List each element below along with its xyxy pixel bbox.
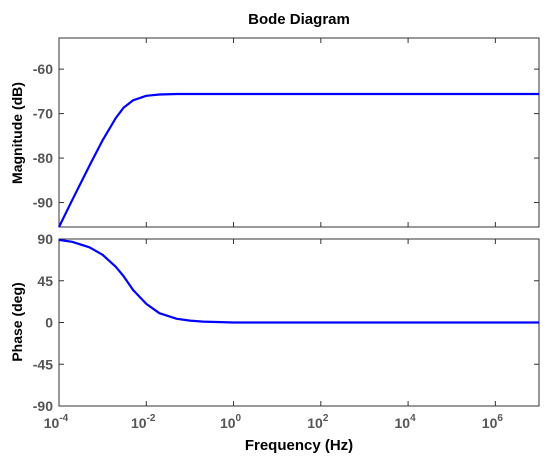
x-tick-label: 10-4 <box>44 413 69 431</box>
x-tick-label: 104 <box>395 413 417 431</box>
phase-y-axis-label: Phase (deg) <box>9 282 25 361</box>
x-tick-label: 106 <box>482 413 504 431</box>
magnitude-y-tick-label: -60 <box>33 61 53 77</box>
frequency-x-ticks: 10-4 10-2 100 102 104 106 <box>44 38 504 431</box>
magnitude-y-tick-label: -90 <box>33 195 53 211</box>
phase-series-line <box>58 238 539 324</box>
phase-y-tick-label: 90 <box>37 231 53 247</box>
magnitude-y-axis-label: Magnitude (dB) <box>9 82 25 184</box>
phase-y-tick-label: 0 <box>45 315 53 331</box>
phase-y-ticks: 90 45 0 -45 -90 <box>33 231 539 414</box>
phase-y-tick-label: -45 <box>33 356 53 372</box>
x-tick-label: 100 <box>220 413 242 431</box>
x-tick-label: 10-2 <box>131 413 156 431</box>
phase-y-tick-label: -90 <box>33 398 53 414</box>
magnitude-y-tick-label: -70 <box>33 106 53 122</box>
x-tick-label: 102 <box>307 413 329 431</box>
magnitude-axes-box <box>58 37 540 228</box>
magnitude-y-ticks: -60 -70 -80 -90 <box>33 61 539 211</box>
magnitude-y-tick-label: -80 <box>33 150 53 166</box>
phase-y-tick-label: 45 <box>37 273 53 289</box>
chart-title: Bode Diagram <box>248 11 350 28</box>
magnitude-series-line <box>58 92 539 228</box>
x-axis-label: Frequency (Hz) <box>245 437 353 454</box>
